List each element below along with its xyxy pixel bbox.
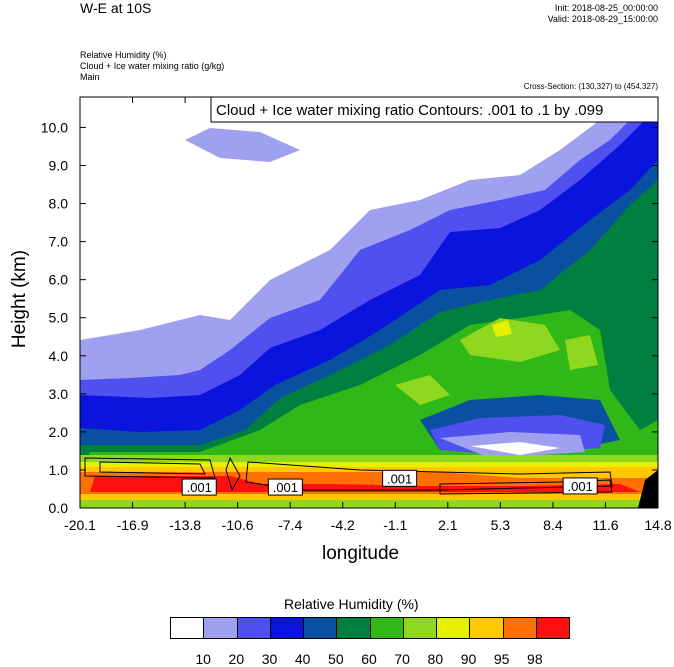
colorbar-swatch	[337, 618, 371, 638]
colorbar-level-label: 10	[195, 651, 211, 667]
colorbar-swatch	[503, 618, 537, 638]
y-axis-label: Height (km)	[9, 249, 30, 349]
y-tick-label: 0.0	[49, 500, 69, 516]
contour-label-box	[181, 478, 217, 496]
x-tick-label: 2.1	[438, 517, 458, 533]
init-time: Init: 2018-08-25_00:00:00	[554, 3, 658, 13]
contour-labels: .001 .001 .001 .001	[181, 469, 598, 496]
x-tick-label: -20.1	[64, 517, 96, 533]
y-axis: 0.0 1.0 2.0 3.0 4.0 5.0 6.0 7.0 8.0 9.0 10.0	[41, 119, 658, 516]
colorbar-level-label: 95	[493, 651, 510, 667]
y-tick-label: 9.0	[49, 158, 69, 174]
colorbar-level-label: 98	[527, 651, 543, 667]
colorbar-swatch	[237, 618, 271, 638]
y-tick-label: 7.0	[49, 234, 69, 250]
cross-section-label: Cross-Section: (130,327) to (454,327)	[523, 82, 658, 91]
colorbar-level-label: 20	[228, 651, 245, 667]
colorbar-level-label: 60	[361, 651, 377, 667]
y-tick-label: 4.0	[49, 348, 69, 364]
x-tick-label: 14.8	[644, 517, 671, 533]
contour-info-box	[210, 96, 659, 123]
y-tick-label: 3.0	[49, 386, 69, 402]
contour-label-box	[267, 478, 303, 496]
x-tick-label: -4.2	[331, 517, 355, 533]
x-tick-label: -1.1	[383, 517, 407, 533]
x-tick-label: 11.6	[592, 517, 618, 533]
colorbar-swatch	[437, 618, 471, 638]
colorbar-swatch	[403, 618, 437, 638]
field-label-cloud: Cloud + Ice water mixing ratio (g/kg)	[80, 61, 225, 71]
colorbar-level-label: 50	[328, 651, 344, 667]
chart-title: W-E at 10S	[80, 0, 152, 16]
colorbar-level-label: 30	[261, 651, 278, 667]
contour-info-text: Cloud + Ice water mixing ratio Contours:…	[216, 102, 603, 119]
contour-label: .001	[568, 479, 593, 494]
y-tick-label: 1.0	[49, 462, 69, 478]
colorbar-swatch	[370, 618, 404, 638]
field-label-rh: Relative Humidity (%)	[80, 50, 167, 60]
contour-label: .001	[387, 471, 412, 486]
colorbar-swatch	[536, 618, 569, 638]
colorbar-swatch	[171, 618, 205, 638]
colorbar-level-label: 40	[294, 651, 311, 667]
x-tick-label: 8.4	[543, 517, 563, 533]
x-tick-label: -13.8	[169, 517, 201, 533]
y-tick-label: 5.0	[49, 310, 69, 326]
colorbar-level-label: 70	[394, 651, 410, 667]
x-tick-label: -10.6	[222, 517, 254, 533]
contour-label: .001	[273, 480, 298, 495]
x-tick-label: 5.3	[491, 517, 511, 533]
x-axis: -20.1 -16.9 -13.8 -10.6 -7.4 -4.2 -1.1 2.1 5.3 8.…	[64, 97, 672, 533]
colorbar-level-label: 90	[460, 651, 477, 667]
x-tick-label: -16.9	[117, 517, 149, 533]
y-tick-label: 2.0	[49, 424, 69, 440]
x-tick-label: -7.4	[278, 517, 302, 533]
y-tick-label: 6.0	[49, 272, 69, 288]
x-axis-label: longitude	[322, 543, 400, 564]
colorbar-title: Relative Humidity (%)	[284, 596, 419, 612]
colorbar-swatch	[470, 618, 504, 638]
colorbar-swatch	[204, 618, 238, 638]
colorbar-level-label: 80	[427, 651, 444, 667]
y-tick-label: 8.0	[49, 196, 69, 212]
y-tick-label: 10.0	[41, 119, 68, 135]
valid-time: Valid: 2018-08-29_15:00:00	[547, 14, 658, 24]
colorbar-swatch	[270, 618, 304, 638]
colorbar-swatch	[304, 618, 338, 638]
contour-label-box	[382, 469, 418, 487]
contour-label-box	[562, 477, 598, 495]
contour-label: .001	[187, 480, 212, 495]
humidity-fill	[80, 97, 658, 508]
colorbar	[170, 617, 570, 639]
field-label-main: Main	[80, 72, 100, 82]
